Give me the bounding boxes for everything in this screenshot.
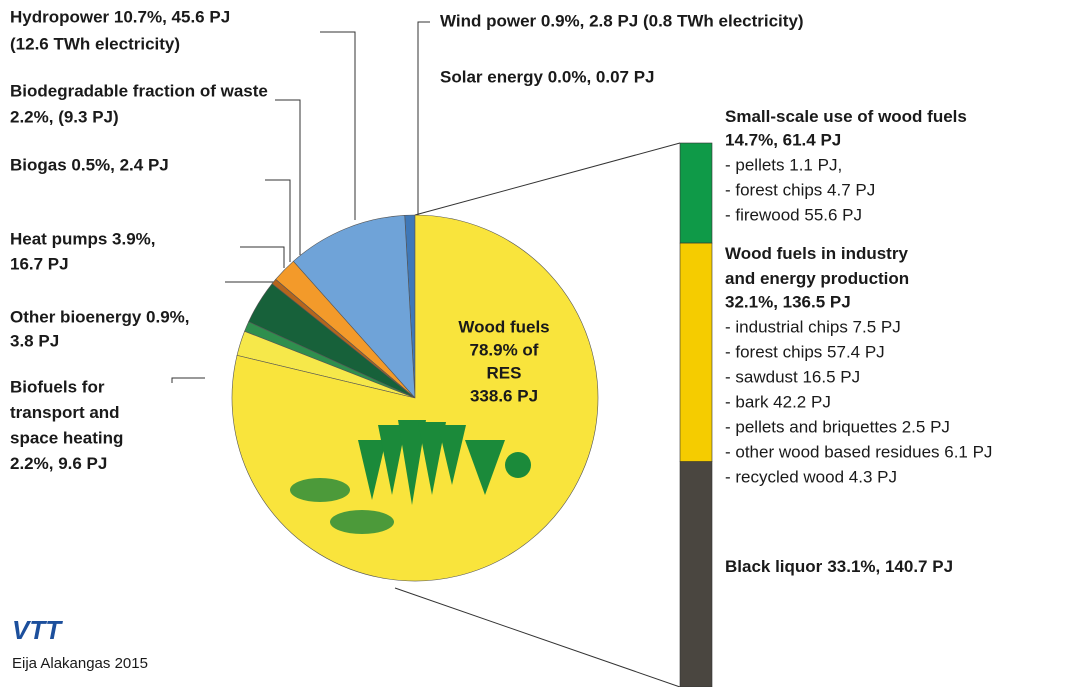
slice-label: 2.2%, (9.3 PJ) [10,107,119,126]
segment-item: - forest chips 57.4 PJ [725,342,885,361]
segment-name-text: Wood fuels in industry [725,244,908,263]
center-label: 78.9% of [470,340,539,359]
slice-label: 16.7 PJ [10,254,69,273]
center-label: 338.6 PJ [470,386,538,405]
trees [290,420,531,534]
stacked-bar [679,142,713,687]
pie [231,214,599,582]
slice-label: Solar energy 0.0%, 0.07 PJ [440,67,655,86]
bush [290,478,350,502]
slice-label: (12.6 TWh electricity) [10,34,180,53]
tree [358,440,386,500]
leader-line [320,31,356,220]
pie-slice [292,214,416,399]
source: Eija Alakangas 2015 [12,655,148,672]
segment-item: - pellets and briquettes 2.5 PJ [725,417,950,436]
leader-line [240,246,285,268]
segment-name: Wood fuels in industry [725,244,908,263]
connector [414,142,681,216]
slice-label: space heating [10,428,123,447]
tree [418,422,446,495]
center-label: Wood fuels [458,317,549,336]
segment-name-text: Small-scale use of wood fuels [725,107,967,126]
leader-lines [171,21,681,687]
slice-label: transport and [10,403,120,422]
bush [330,510,394,534]
slice-label: Biodegradable fraction of waste [10,81,268,100]
tree [505,452,531,478]
slice-label: Wind power 0.9%, 2.8 PJ (0.8 TWh electri… [440,11,804,30]
segment-item: - sawdust 16.5 PJ [725,367,860,386]
leader-line [417,21,430,220]
segment-item: - firewood 55.6 PJ [725,205,862,224]
segment-item: - pellets 1.1 PJ, [725,155,842,174]
slice-label: Biogas 0.5%, 2.4 PJ [10,155,169,174]
slice-label: Heat pumps 3.9%, [10,229,156,248]
center-label: RES [487,363,522,382]
tree [438,425,466,485]
tree [398,420,426,505]
segment-item: - other wood based residues 6.1 PJ [725,442,992,461]
bar-segment [679,242,713,462]
leader-line [265,179,291,262]
segment-name: and energy production [725,269,909,288]
slice-label: Biofuels for [10,377,105,396]
segment-value-label: 32.1%, 136.5 PJ [725,292,851,311]
segment-name: Black liquor 33.1%, 140.7 PJ [725,557,953,576]
slice-label: 3.8 PJ [10,331,59,350]
leader-line [171,377,205,383]
tree [378,425,406,495]
tree [465,440,505,495]
logo: VTT [12,615,63,645]
segment-item: - forest chips 4.7 PJ [725,180,875,199]
segment-item: - bark 42.2 PJ [725,392,831,411]
segment-item: - industrial chips 7.5 PJ [725,317,901,336]
segment-value-label: 14.7%, 61.4 PJ [725,130,841,149]
segment-item: - recycled wood 4.3 PJ [725,467,897,486]
segment-name-text: Black liquor [725,557,823,576]
connector [394,587,681,687]
segment-name: Small-scale use of wood fuels [725,107,967,126]
segment-name-text: and energy production [725,269,909,288]
slice-label: Other bioenergy 0.9%, [10,307,190,326]
bar-segment [679,142,713,244]
slice-label: 2.2%, 9.6 PJ [10,454,107,473]
segment-value-label: 33.1%, 140.7 PJ [827,557,953,576]
slice-label: Hydropower 10.7%, 45.6 PJ [10,7,230,26]
leader-line [275,99,301,255]
bar-segment [679,461,713,687]
